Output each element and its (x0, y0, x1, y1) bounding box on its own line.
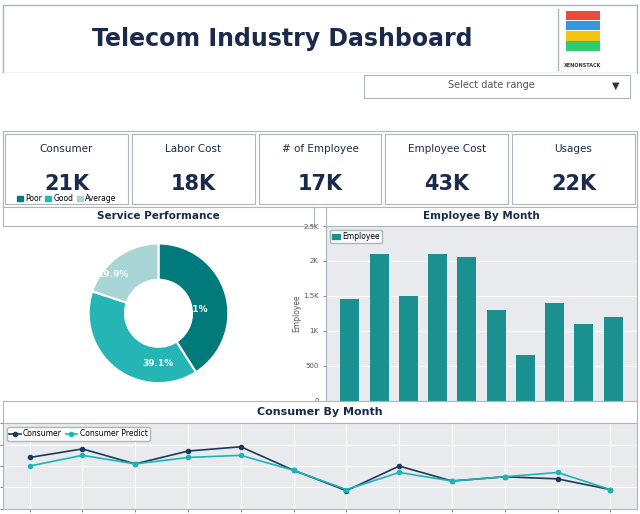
Consumer Predict (184, 454, 192, 461)
Consumer Predict (448, 478, 456, 484)
Bar (458, 258, 476, 400)
Text: 41%: 41% (186, 305, 208, 314)
Text: # of Employee: # of Employee (282, 144, 358, 154)
Text: 21K: 21K (44, 174, 89, 194)
Consumer (342, 488, 350, 494)
Line: Consumer: Consumer (28, 445, 612, 493)
FancyBboxPatch shape (364, 75, 630, 98)
Text: Labor Cost: Labor Cost (165, 144, 221, 154)
Text: Employee Cost: Employee Cost (408, 144, 486, 154)
Consumer (79, 446, 86, 452)
Consumer (448, 478, 456, 484)
Text: XENONSTACK: XENONSTACK (564, 63, 602, 68)
Consumer Predict (290, 467, 298, 473)
Consumer (131, 461, 139, 467)
Wedge shape (92, 244, 159, 303)
Line: Consumer Predict: Consumer Predict (28, 453, 612, 492)
Consumer Predict (237, 452, 244, 458)
Consumer (290, 467, 298, 473)
Consumer Predict (342, 487, 350, 493)
Text: Service Performance: Service Performance (97, 211, 220, 222)
Consumer Predict (26, 463, 33, 469)
FancyBboxPatch shape (566, 21, 600, 30)
Text: 39.1%: 39.1% (143, 359, 174, 368)
FancyBboxPatch shape (566, 11, 600, 20)
Consumer Predict (501, 474, 509, 480)
Legend: Poor, Good, Average: Poor, Good, Average (14, 191, 120, 207)
Bar (516, 355, 535, 400)
Consumer Predict (131, 461, 139, 467)
Bar (340, 299, 359, 400)
Legend: Employee: Employee (330, 230, 382, 244)
Text: 18K: 18K (171, 174, 216, 194)
Bar (399, 296, 418, 400)
Consumer Predict (79, 452, 86, 458)
Wedge shape (89, 291, 196, 383)
Bar (428, 254, 447, 400)
Wedge shape (159, 244, 228, 372)
FancyBboxPatch shape (385, 134, 508, 204)
FancyBboxPatch shape (132, 134, 255, 204)
Text: Telecom Industry Dashboard: Telecom Industry Dashboard (92, 27, 472, 51)
Text: Consumer By Month: Consumer By Month (257, 407, 383, 417)
Text: Usages: Usages (554, 144, 593, 154)
Consumer Predict (554, 469, 561, 475)
Bar (369, 254, 388, 400)
FancyBboxPatch shape (259, 134, 381, 204)
FancyBboxPatch shape (566, 41, 600, 51)
Consumer (396, 463, 403, 469)
Consumer (237, 444, 244, 450)
Text: Consumer: Consumer (40, 144, 93, 154)
X-axis label: Month: Month (470, 438, 493, 447)
FancyBboxPatch shape (566, 31, 600, 41)
Y-axis label: Employee: Employee (292, 295, 301, 332)
Bar (575, 324, 593, 400)
Bar (604, 317, 623, 400)
Text: 17K: 17K (298, 174, 342, 194)
Text: Employee By Month: Employee By Month (423, 211, 540, 222)
FancyBboxPatch shape (512, 134, 635, 204)
Text: ▼: ▼ (611, 80, 619, 90)
Consumer Predict (396, 469, 403, 475)
Consumer (26, 454, 33, 461)
Consumer (184, 448, 192, 454)
FancyBboxPatch shape (5, 134, 128, 204)
Consumer (501, 474, 509, 480)
Consumer Predict (607, 487, 614, 493)
Consumer (554, 476, 561, 482)
Bar (486, 310, 506, 400)
Text: 19.9%: 19.9% (97, 270, 129, 280)
Text: Select date range: Select date range (448, 80, 534, 90)
Legend: Consumer, Consumer Predict: Consumer, Consumer Predict (7, 427, 150, 440)
Consumer (607, 487, 614, 493)
Text: 22K: 22K (551, 174, 596, 194)
Bar (545, 303, 564, 400)
Text: 43K: 43K (424, 174, 469, 194)
